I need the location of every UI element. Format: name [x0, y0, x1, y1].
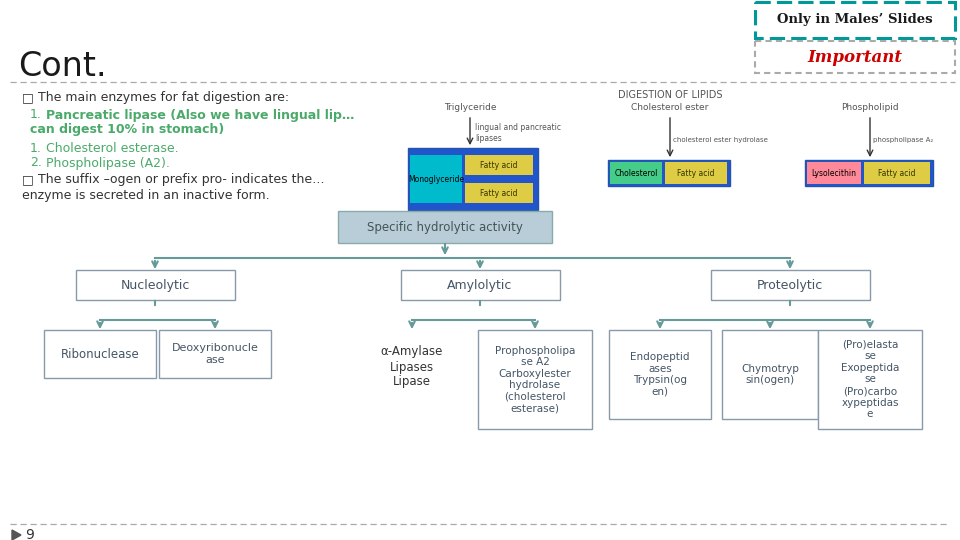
Text: Amylolytic: Amylolytic [447, 279, 513, 292]
FancyBboxPatch shape [755, 41, 955, 73]
Text: α-Amylase
Lipases
Lipase: α-Amylase Lipases Lipase [381, 346, 444, 388]
Text: Proteolytic: Proteolytic [756, 279, 823, 292]
Text: 9: 9 [25, 528, 34, 540]
FancyBboxPatch shape [805, 160, 933, 186]
Text: cholesterol ester hydrolase: cholesterol ester hydrolase [673, 137, 768, 143]
Text: Triglyceride: Triglyceride [444, 104, 496, 112]
Text: Prophospholipa
se A2
Carboxylester
hydrolase
(cholesterol
esterase): Prophospholipa se A2 Carboxylester hydro… [494, 346, 575, 414]
FancyBboxPatch shape [755, 2, 955, 38]
Text: Chymotryp
sin(ogen): Chymotryp sin(ogen) [741, 364, 799, 386]
Text: phospholipase A₂: phospholipase A₂ [873, 137, 933, 143]
Text: Cholesterol: Cholesterol [614, 168, 658, 178]
Text: Nucleolytic: Nucleolytic [120, 279, 190, 292]
Text: Deoxyribonucle
ase: Deoxyribonucle ase [172, 343, 258, 365]
Text: The main enzymes for fat digestion are:: The main enzymes for fat digestion are: [38, 91, 289, 105]
Text: Ribonuclease: Ribonuclease [60, 348, 139, 361]
Text: Fatty acid: Fatty acid [677, 168, 715, 178]
FancyBboxPatch shape [722, 330, 818, 419]
Text: Fatty acid: Fatty acid [480, 160, 517, 170]
FancyBboxPatch shape [665, 162, 727, 184]
FancyBboxPatch shape [807, 162, 861, 184]
Text: Fatty acid: Fatty acid [480, 188, 517, 198]
Text: (Pro)elasta
se
Exopeptida
se
(Pro)carbo
xypeptidas
e: (Pro)elasta se Exopeptida se (Pro)carbo … [841, 340, 900, 419]
FancyBboxPatch shape [710, 270, 870, 300]
Text: Lysolecithin: Lysolecithin [811, 168, 856, 178]
FancyBboxPatch shape [465, 183, 533, 203]
FancyBboxPatch shape [864, 162, 930, 184]
Text: The suffix –ogen or prefix pro- indicates the…: The suffix –ogen or prefix pro- indicate… [38, 173, 324, 186]
FancyBboxPatch shape [608, 160, 730, 186]
Text: lingual and pancreatic
lipases: lingual and pancreatic lipases [475, 123, 561, 143]
Text: Cholesterol ester: Cholesterol ester [632, 104, 708, 112]
Text: Fatty acid: Fatty acid [878, 168, 916, 178]
Text: 1.: 1. [30, 141, 42, 154]
Text: DIGESTION OF LIPIDS: DIGESTION OF LIPIDS [617, 90, 722, 100]
FancyBboxPatch shape [338, 211, 552, 243]
Text: enzyme is secreted in an inactive form.: enzyme is secreted in an inactive form. [22, 188, 270, 201]
FancyBboxPatch shape [159, 330, 271, 378]
FancyBboxPatch shape [44, 330, 156, 378]
FancyBboxPatch shape [465, 155, 533, 175]
Text: can digest 10% in stomach): can digest 10% in stomach) [30, 124, 225, 137]
Text: □: □ [22, 91, 34, 105]
FancyBboxPatch shape [76, 270, 234, 300]
Text: Cont.: Cont. [18, 51, 107, 84]
Text: Important: Important [807, 49, 902, 65]
FancyBboxPatch shape [818, 330, 922, 429]
Text: Phospholipase (A2).: Phospholipase (A2). [46, 157, 170, 170]
Text: Phospholipid: Phospholipid [841, 104, 899, 112]
Text: Specific hydrolytic activity: Specific hydrolytic activity [367, 220, 523, 233]
FancyBboxPatch shape [610, 162, 662, 184]
Text: Endopeptid
ases
Trypsin(og
en): Endopeptid ases Trypsin(og en) [631, 352, 689, 397]
Text: Pancreatic lipase (Also we have lingual lip…: Pancreatic lipase (Also we have lingual … [46, 109, 354, 122]
Text: Only in Males’ Slides: Only in Males’ Slides [778, 14, 933, 26]
Text: □: □ [22, 173, 34, 186]
FancyBboxPatch shape [400, 270, 560, 300]
Polygon shape [12, 530, 21, 540]
FancyBboxPatch shape [609, 330, 711, 419]
Text: 2.: 2. [30, 157, 42, 170]
FancyBboxPatch shape [408, 148, 538, 210]
FancyBboxPatch shape [410, 155, 462, 203]
FancyBboxPatch shape [478, 330, 592, 429]
Text: 1.: 1. [30, 109, 42, 122]
Text: Monoglyceride: Monoglyceride [408, 174, 464, 184]
Text: Cholesterol esterase.: Cholesterol esterase. [46, 141, 179, 154]
